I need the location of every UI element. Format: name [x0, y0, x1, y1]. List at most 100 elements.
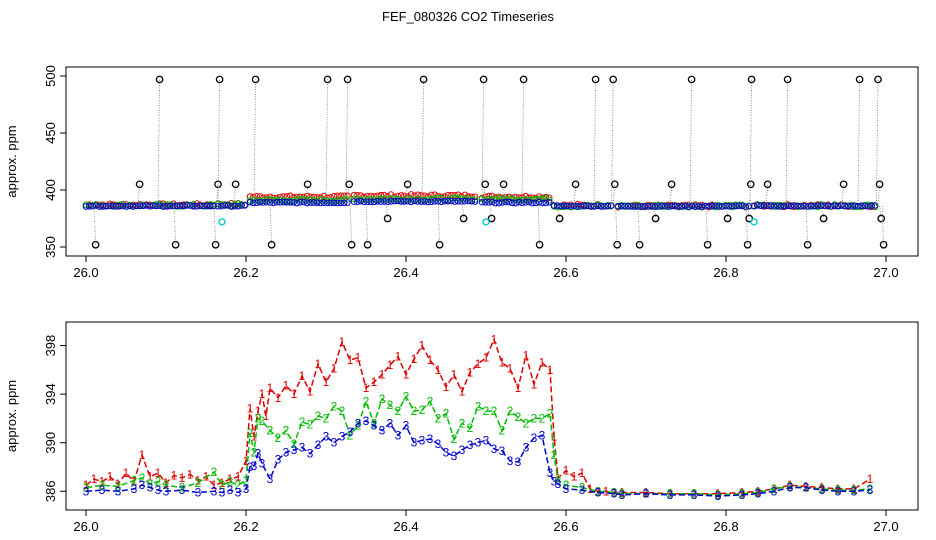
data-point-label: 3: [643, 487, 650, 501]
data-point: [92, 202, 100, 209]
spike-point: [251, 75, 260, 84]
data-point: [276, 196, 284, 204]
data-point: [210, 202, 217, 210]
data-point: [241, 202, 249, 209]
data-point: [580, 202, 588, 209]
data-point: [303, 199, 311, 207]
data-point: [434, 194, 442, 202]
plot-frame: [65, 321, 919, 511]
data-point-label: 3: [867, 483, 874, 497]
spike-point: [383, 214, 392, 223]
data-point: [644, 203, 652, 210]
spike-line: [805, 205, 808, 245]
spike-line: [593, 79, 596, 206]
spike-point: [743, 240, 752, 249]
data-point-label: 3: [411, 436, 418, 450]
data-point: [661, 203, 669, 210]
data-point: [126, 202, 133, 210]
data-point-label: 1: [755, 484, 762, 498]
data-point: [123, 201, 130, 208]
data-point: [431, 191, 438, 199]
spike-line: [785, 79, 788, 206]
data-point: [468, 197, 475, 205]
data-point-label: 1: [387, 358, 394, 372]
data-point: [767, 202, 775, 209]
data-point-label: 2: [611, 486, 618, 500]
data-point: [146, 202, 154, 210]
spike-point: [763, 180, 772, 189]
data-point: [116, 202, 123, 210]
data-point-label: 2: [739, 487, 746, 501]
spike-point: [459, 214, 468, 223]
data-point-label: 2: [299, 415, 306, 429]
data-point: [293, 199, 301, 207]
data-point: [431, 197, 438, 205]
spike-line: [385, 199, 388, 219]
data-point-label: 2: [483, 404, 490, 418]
data-point: [794, 202, 801, 210]
data-point-label: 2: [491, 404, 498, 418]
spike-line: [421, 79, 424, 200]
spike-line: [725, 205, 728, 219]
x-tick-label: 26.0: [73, 265, 98, 280]
data-point: [848, 203, 855, 210]
data-point-label: 1: [603, 484, 610, 498]
data-point-label: 3: [507, 454, 514, 468]
data-point: [280, 198, 287, 206]
data-point-label: 3: [227, 483, 234, 497]
data-point: [858, 202, 865, 210]
data-point: [327, 199, 334, 207]
data-point-label: 1: [339, 335, 346, 349]
data-point: [340, 195, 348, 203]
data-point-label: 3: [339, 430, 346, 444]
data-point-label: 1: [155, 466, 162, 480]
data-point-label: 1: [211, 478, 218, 492]
data-point: [263, 198, 271, 206]
data-point-label: 1: [251, 430, 258, 444]
data-point-label: 3: [531, 431, 538, 445]
data-point: [607, 202, 615, 209]
data-point: [675, 203, 682, 210]
data-point: [665, 202, 672, 210]
data-point: [529, 199, 536, 207]
data-point: [340, 199, 348, 207]
data-point-label: 1: [139, 448, 146, 462]
data-point-label: 1: [179, 471, 186, 485]
data-point: [587, 203, 595, 210]
spike-line: [557, 205, 560, 219]
data-point: [515, 198, 523, 206]
data-point-label: 1: [379, 368, 386, 382]
data-point: [163, 203, 170, 210]
spike-point: [877, 214, 886, 223]
spike-line: [749, 79, 752, 206]
spike-point: [211, 240, 220, 249]
data-point-label: 2: [563, 478, 570, 492]
spike-point: [303, 180, 312, 189]
data-point-label: 2: [83, 481, 90, 495]
data-point: [502, 194, 509, 201]
data-point: [502, 198, 509, 206]
spike-point: [363, 240, 372, 249]
spike-line: [705, 205, 708, 245]
data-point: [614, 202, 622, 210]
data-point-label: 2: [251, 445, 258, 459]
data-point-label: 3: [551, 475, 558, 489]
data-point: [851, 202, 859, 209]
data-point: [404, 197, 412, 205]
data-point: [193, 203, 201, 210]
data-point-label: 1: [363, 381, 370, 395]
data-point: [196, 202, 204, 210]
data-point: [628, 203, 635, 210]
data-point: [444, 197, 452, 205]
data-point: [260, 197, 267, 204]
data-point: [424, 198, 432, 206]
spike-point: [667, 180, 676, 189]
series-s3: [82, 197, 879, 211]
data-point: [735, 202, 743, 210]
data-point: [482, 196, 489, 204]
spike-point: [875, 180, 884, 189]
data-point: [718, 203, 726, 210]
spike-point: [571, 180, 580, 189]
calibration-point: [482, 218, 490, 226]
data-point-label: 2: [419, 403, 426, 417]
